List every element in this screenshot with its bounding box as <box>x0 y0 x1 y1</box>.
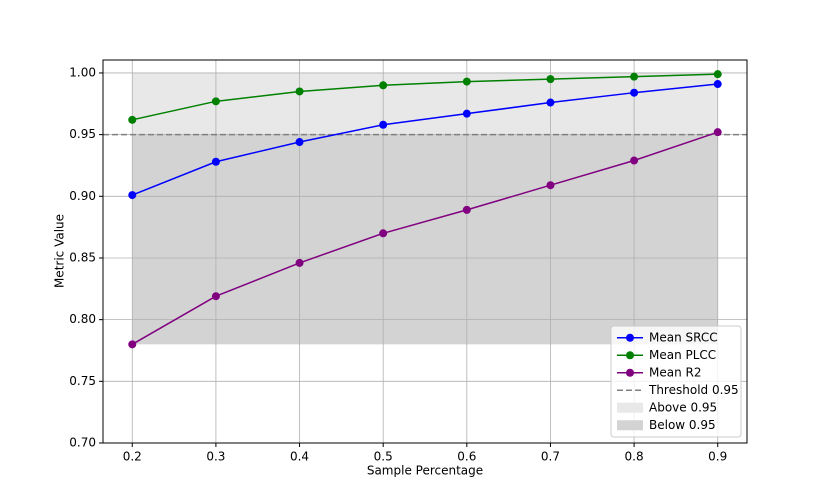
data-point <box>128 191 137 200</box>
data-point <box>546 98 555 107</box>
data-point <box>546 181 555 190</box>
legend-label: Threshold 0.95 <box>648 383 739 397</box>
legend-marker <box>626 368 634 377</box>
legend-label: Below 0.95 <box>649 418 716 432</box>
y-axis-label: Metric Value <box>53 214 67 288</box>
legend-label: Mean SRCC <box>649 330 718 344</box>
data-point <box>379 81 388 90</box>
data-point <box>211 97 220 106</box>
data-point <box>630 88 639 97</box>
data-point <box>295 138 304 147</box>
series-line <box>131 131 718 345</box>
data-point <box>128 340 137 349</box>
x-tick-label: 0.8 <box>625 450 644 464</box>
x-tick-label: 0.3 <box>206 450 225 464</box>
series-line <box>131 83 718 196</box>
data-point <box>379 120 388 129</box>
y-tick-label: 0.95 <box>69 127 96 141</box>
legend-swatch <box>617 420 643 431</box>
y-tick-label: 1.00 <box>69 65 96 79</box>
x-tick-label: 0.4 <box>290 450 309 464</box>
legend-swatch <box>617 402 643 413</box>
data-point <box>713 70 722 79</box>
data-point <box>546 75 555 84</box>
data-point <box>295 87 304 96</box>
series-line <box>132 73 718 121</box>
y-tick-label: 0.75 <box>69 374 96 388</box>
fill-region <box>132 134 718 345</box>
data-point <box>295 258 304 267</box>
x-tick-label: 0.9 <box>708 450 727 464</box>
data-point <box>630 72 639 81</box>
x-tick-label: 0.2 <box>123 450 142 464</box>
y-tick-label: 0.80 <box>69 312 96 326</box>
legend-marker <box>626 333 634 342</box>
legend-label: Mean R2 <box>649 365 701 379</box>
legend-marker <box>626 351 634 360</box>
x-tick-label: 0.5 <box>374 450 393 464</box>
legend-box <box>610 325 742 438</box>
data-point <box>462 77 471 86</box>
legend-label: Above 0.95 <box>649 400 717 414</box>
data-point <box>462 205 471 214</box>
plot-frame <box>102 59 748 444</box>
data-point <box>462 109 471 118</box>
x-tick-label: 0.6 <box>457 450 476 464</box>
data-point <box>211 292 220 301</box>
x-axis-label: Sample Percentage <box>367 464 483 478</box>
y-tick-label: 0.85 <box>69 250 96 264</box>
data-point <box>128 115 137 124</box>
data-point <box>379 229 388 238</box>
data-point <box>211 157 220 166</box>
legend-label: Mean PLCC <box>649 348 716 362</box>
x-tick-label: 0.7 <box>541 450 560 464</box>
y-tick-label: 0.90 <box>69 189 96 203</box>
data-point <box>713 80 722 89</box>
fill-region <box>132 72 718 135</box>
y-tick-label: 0.70 <box>69 436 96 450</box>
data-point <box>713 128 722 137</box>
data-point <box>630 156 639 165</box>
